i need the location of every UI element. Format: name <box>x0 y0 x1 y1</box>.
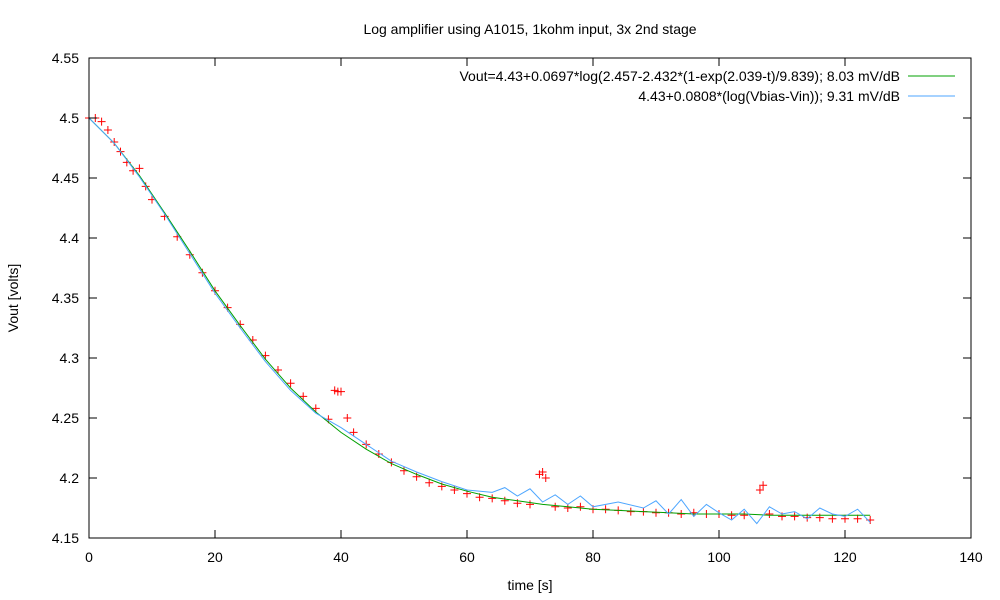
series-line-1 <box>88 117 871 516</box>
data-point <box>425 478 434 487</box>
data-point <box>563 504 572 512</box>
data-point <box>755 486 764 494</box>
x-tick-label: 0 <box>85 549 93 565</box>
legend-label: Vout=4.43+0.0697*log(2.457-2.432*(1-exp(… <box>459 68 900 84</box>
data-point <box>727 511 736 520</box>
data-point <box>576 502 585 511</box>
data-point <box>790 512 799 521</box>
data-point <box>110 138 119 146</box>
data-point <box>740 511 749 520</box>
x-tick-label: 140 <box>959 549 983 565</box>
y-tick-label: 4.55 <box>52 50 79 66</box>
legend: Vout=4.43+0.0697*log(2.457-2.432*(1-exp(… <box>459 68 955 104</box>
y-axis-label: Vout [volts] <box>5 264 21 332</box>
data-point <box>541 474 550 482</box>
plot-frame <box>88 57 972 539</box>
data-point <box>488 494 497 503</box>
data-point <box>299 392 308 401</box>
y-tick-label: 4.4 <box>60 230 80 246</box>
x-tick-label: 100 <box>707 549 731 565</box>
x-tick-label: 40 <box>333 549 349 565</box>
data-point <box>337 387 345 396</box>
data-point <box>135 164 144 173</box>
x-tick-label: 20 <box>207 549 223 565</box>
x-tick-label: 120 <box>833 549 857 565</box>
data-point <box>311 404 320 413</box>
data-point <box>500 496 509 505</box>
data-point <box>400 466 408 475</box>
data-point <box>343 414 352 422</box>
chart-title: Log amplifier using A1015, 1kohm input, … <box>363 21 696 37</box>
data-point <box>538 468 547 476</box>
data-point <box>765 510 774 518</box>
x-tick-label: 80 <box>585 549 601 565</box>
y-tick-label: 4.2 <box>60 470 80 486</box>
y-tick-label: 4.45 <box>52 170 79 186</box>
y-tick-label: 4.5 <box>60 110 80 126</box>
y-tick-label: 4.25 <box>52 410 79 426</box>
data-point <box>286 379 295 388</box>
y-tick-label: 4.35 <box>52 290 79 306</box>
data-point <box>828 514 837 523</box>
y-tick-label: 4.3 <box>60 350 80 366</box>
axes: 0 20 40 60 80 100 120 140 4.15 4.2 4.25 4.3 4.35 4.4 4… <box>52 50 983 565</box>
plot-area <box>85 114 875 525</box>
x-tick-label: 60 <box>459 549 475 565</box>
data-point <box>103 126 112 134</box>
data-point <box>97 117 106 126</box>
data-point <box>853 514 862 523</box>
series-line-2 <box>88 117 871 525</box>
x-axis-label: time [s] <box>507 577 552 593</box>
data-point <box>759 481 768 490</box>
data-point <box>551 502 560 511</box>
legend-label: 4.43+0.0808*(log(Vbias-Vin)); 9.31 mV/dB <box>638 88 900 104</box>
data-point <box>526 500 534 509</box>
data-point <box>349 428 358 437</box>
y-tick-label: 4.15 <box>52 530 79 546</box>
